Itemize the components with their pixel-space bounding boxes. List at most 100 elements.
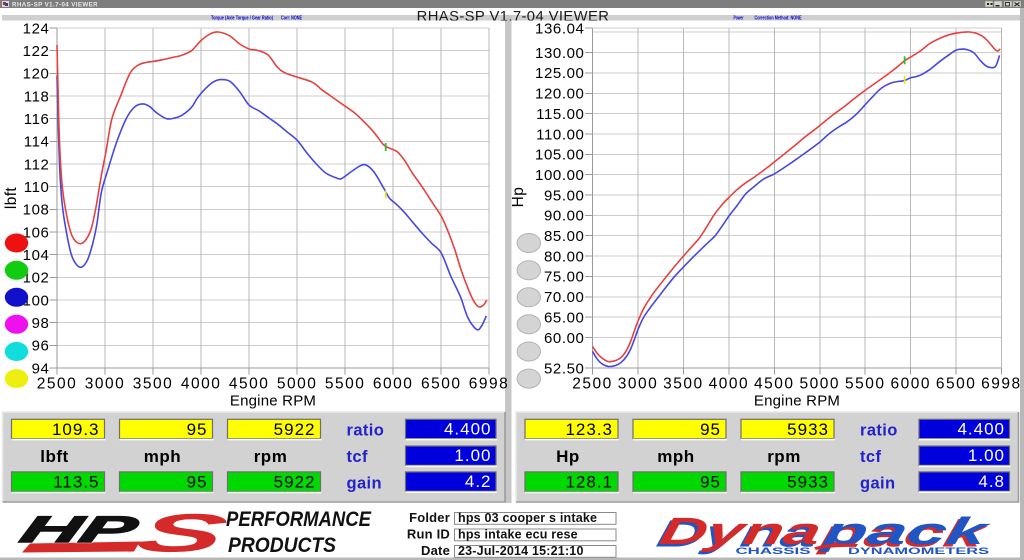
svg-text:5933: 5933 <box>787 420 829 439</box>
svg-text:95: 95 <box>700 420 721 439</box>
svg-text:Date: Date <box>421 543 450 558</box>
svg-text:Dyna: Dyna <box>656 510 825 553</box>
svg-text:ratio: ratio <box>347 422 385 440</box>
svg-text:23-Jul-2014 15:21:10: 23-Jul-2014 15:21:10 <box>458 544 584 558</box>
svg-text:106: 106 <box>23 224 50 241</box>
svg-text:110.00: 110.00 <box>536 126 584 143</box>
svg-text:4000: 4000 <box>709 376 749 393</box>
svg-text:PRODUCTS: PRODUCTS <box>228 533 337 557</box>
svg-text:110: 110 <box>24 179 50 196</box>
svg-text:95.00: 95.00 <box>544 187 585 204</box>
svg-text:5922: 5922 <box>274 420 316 439</box>
svg-text:rpm: rpm <box>767 447 801 466</box>
svg-text:116: 116 <box>24 111 50 128</box>
svg-text:HP: HP <box>15 510 144 551</box>
svg-text:122: 122 <box>23 43 50 60</box>
svg-text:4.400: 4.400 <box>957 420 1005 439</box>
svg-text:123.3: 123.3 <box>565 420 613 439</box>
svg-text:lbft: lbft <box>40 447 68 466</box>
svg-text:ratio: ratio <box>860 422 898 440</box>
svg-text:3500: 3500 <box>663 376 703 393</box>
svg-text:S: S <box>129 503 235 560</box>
svg-text:Power: Power <box>734 15 745 21</box>
svg-text:tcf: tcf <box>860 448 881 466</box>
svg-text:gain: gain <box>347 475 383 493</box>
svg-text:6500: 6500 <box>421 376 461 393</box>
svg-text:94: 94 <box>32 360 50 377</box>
svg-text:4.8: 4.8 <box>978 472 1005 491</box>
svg-text:6998: 6998 <box>469 376 509 393</box>
svg-text:Corr: NONE: Corr: NONE <box>281 15 302 21</box>
svg-text:pack: pack <box>815 513 991 556</box>
svg-text:mph: mph <box>144 447 181 466</box>
svg-text:Folder: Folder <box>409 510 450 525</box>
svg-text:2500: 2500 <box>572 376 612 393</box>
svg-text:5000: 5000 <box>800 376 840 393</box>
svg-text:90.00: 90.00 <box>544 208 585 225</box>
svg-text:HP: HP <box>15 510 144 551</box>
svg-text:114: 114 <box>24 134 50 151</box>
svg-text:Hp: Hp <box>556 447 580 466</box>
svg-text:65.00: 65.00 <box>544 309 585 326</box>
svg-text:113.5: 113.5 <box>53 473 99 492</box>
svg-text:52.50: 52.50 <box>544 360 585 377</box>
svg-text:5922: 5922 <box>274 473 316 492</box>
svg-text:95: 95 <box>700 473 721 492</box>
svg-text:hps intake ecu rese: hps intake ecu rese <box>458 528 578 542</box>
svg-text:2500: 2500 <box>37 376 77 393</box>
svg-text:DYNAMOMETERS: DYNAMOMETERS <box>848 546 989 557</box>
svg-text:85.00: 85.00 <box>544 228 585 245</box>
svg-text:60.00: 60.00 <box>544 330 585 347</box>
svg-text:4.2: 4.2 <box>465 472 492 491</box>
svg-text:3000: 3000 <box>618 376 658 393</box>
svg-text:120.00: 120.00 <box>535 86 584 103</box>
svg-text:136.04: 136.04 <box>535 20 584 37</box>
svg-text:4500: 4500 <box>754 376 794 393</box>
svg-text:98: 98 <box>32 315 50 332</box>
svg-text:tcf: tcf <box>347 448 368 466</box>
svg-text:5000: 5000 <box>277 376 317 393</box>
svg-text:gain: gain <box>860 475 896 493</box>
svg-text:5933: 5933 <box>787 473 829 492</box>
svg-text:104: 104 <box>23 247 50 264</box>
svg-text:125.00: 125.00 <box>535 65 584 82</box>
svg-text:3500: 3500 <box>133 376 173 393</box>
svg-text:4500: 4500 <box>229 376 269 393</box>
svg-text:130.00: 130.00 <box>535 45 584 62</box>
svg-text:Engine RPM: Engine RPM <box>754 393 840 410</box>
svg-text:Correction Method: NONE: Correction Method: NONE <box>755 15 802 21</box>
svg-text:Hp: Hp <box>510 187 527 208</box>
svg-text:109.3: 109.3 <box>52 420 100 439</box>
svg-text:4.400: 4.400 <box>444 420 492 439</box>
svg-text:CHASSIS: CHASSIS <box>736 546 811 557</box>
svg-text:3000: 3000 <box>85 376 125 393</box>
svg-text:75.00: 75.00 <box>544 269 585 286</box>
svg-text:RHAS-SP V1.7-04 VIEWER: RHAS-SP V1.7-04 VIEWER <box>12 2 98 9</box>
svg-text:120: 120 <box>23 66 50 83</box>
svg-text:rpm: rpm <box>254 447 288 466</box>
svg-text:Torque (Axle Torque / Gear Rat: Torque (Axle Torque / Gear Ratio) <box>211 15 273 21</box>
svg-text:1.00: 1.00 <box>968 446 1005 465</box>
svg-text:hps 03 cooper s intake: hps 03 cooper s intake <box>458 511 597 525</box>
svg-text:108: 108 <box>23 202 50 219</box>
svg-text:100.00: 100.00 <box>535 167 584 184</box>
svg-text:95: 95 <box>187 473 208 492</box>
svg-text:PERFORMANCE: PERFORMANCE <box>226 507 372 531</box>
svg-text:102: 102 <box>23 270 50 287</box>
svg-text:lbft: lbft <box>3 187 20 210</box>
svg-text:1.00: 1.00 <box>454 446 491 465</box>
svg-text:124: 124 <box>23 20 50 37</box>
svg-text:6998: 6998 <box>981 376 1021 393</box>
svg-text:70.00: 70.00 <box>544 289 585 306</box>
svg-text:Dyna: Dyna <box>653 513 822 556</box>
svg-text:95: 95 <box>187 420 208 439</box>
svg-text:100: 100 <box>23 292 50 309</box>
svg-text:4000: 4000 <box>181 376 221 393</box>
svg-text:5500: 5500 <box>325 376 365 393</box>
svg-text:6000: 6000 <box>373 376 413 393</box>
svg-text:Run ID: Run ID <box>407 527 450 542</box>
svg-text:80.00: 80.00 <box>544 248 585 265</box>
svg-text:96: 96 <box>32 338 50 355</box>
svg-text:6500: 6500 <box>936 376 976 393</box>
svg-text:112: 112 <box>24 156 50 173</box>
